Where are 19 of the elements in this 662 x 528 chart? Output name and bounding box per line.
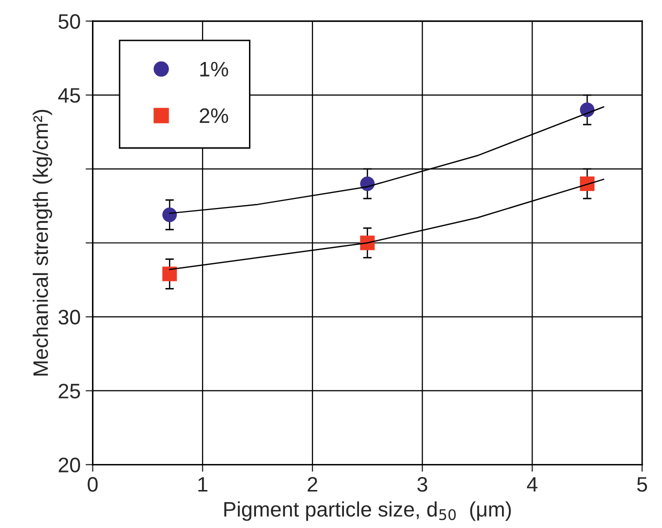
legend-label: 1% [200,62,228,76]
x-axis-title: Pigment particle size, d$_{50}$ (μm) [224,501,511,521]
point [162,266,177,282]
x-tick-label: 0 [88,476,98,492]
point [580,176,594,192]
x-tick-label: 1 [198,477,208,492]
x-tick-label: 4 [526,477,538,492]
y-tick-label: 25 [58,384,80,398]
point [162,208,177,222]
point [360,236,375,250]
y-tick-label: 20 [58,458,80,472]
x-tick-label: 5 [637,477,648,492]
x-tick-label: 3 [417,476,428,492]
y-tick-label: 30 [58,310,80,325]
y-tick-label: 45 [58,88,80,103]
y-axis-title: Mechanical strength (kg/cm²) [32,110,52,376]
legend-label: 2% [200,108,228,123]
x-tick-label: 2 [308,476,318,492]
y-tick-label: 50 [58,14,80,29]
